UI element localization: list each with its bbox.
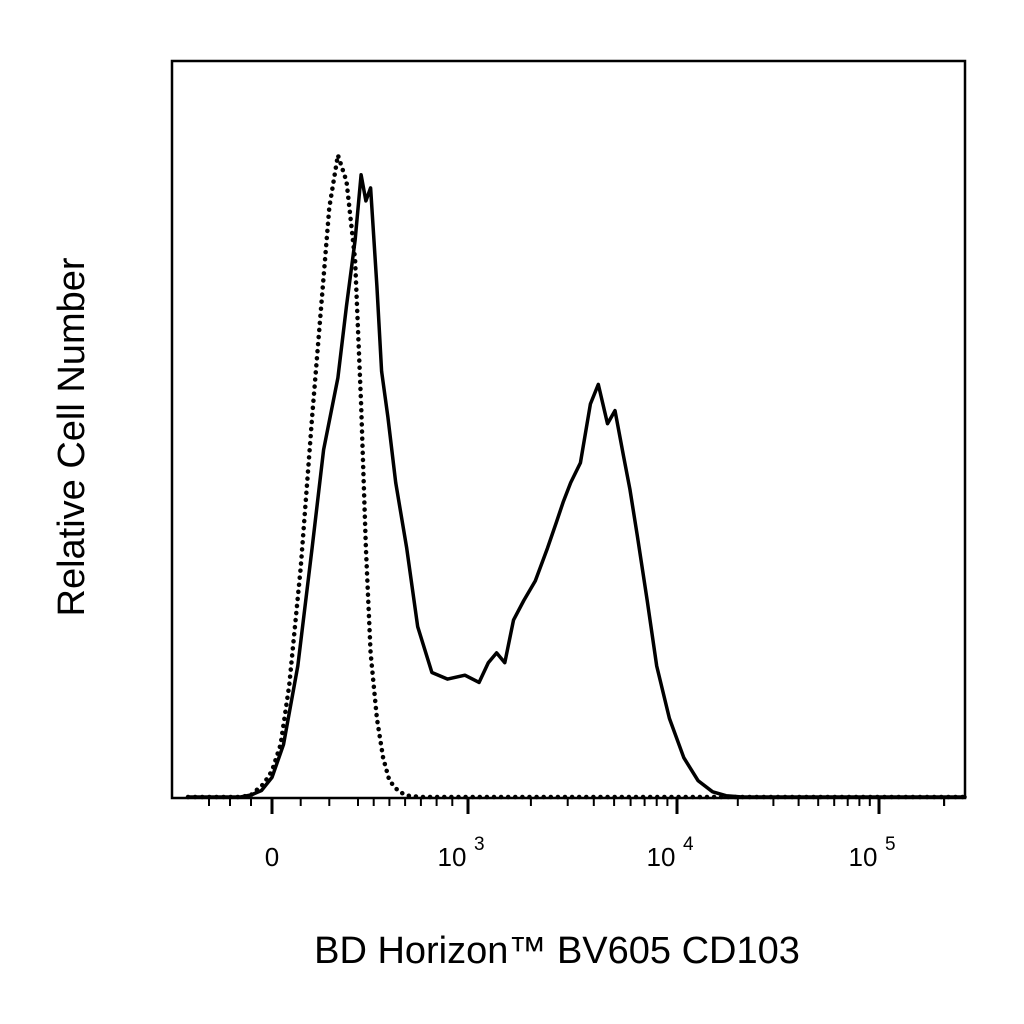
y-axis-title: Relative Cell Number: [51, 257, 93, 616]
x-axis-tick-labels: 0 10 3 10 4 10 5: [265, 834, 896, 872]
x-tick-exponent: 5: [885, 834, 896, 855]
x-tick-exponent: 4: [683, 834, 694, 855]
x-tick-label: 10: [438, 842, 467, 872]
series-line-solid: [186, 173, 967, 799]
x-axis-title: BD Horizon™ BV605 CD103: [314, 930, 800, 972]
x-tick-label: 10: [849, 842, 878, 872]
x-tick-exponent: 3: [474, 834, 485, 855]
plot-frame: [170, 59, 967, 800]
x-axis-ticks: [208, 797, 946, 814]
series-line-dotted: [185, 152, 968, 800]
series-layer: [185, 152, 968, 800]
x-tick-label: 10: [647, 842, 676, 872]
x-tick-label: 0: [265, 842, 279, 872]
